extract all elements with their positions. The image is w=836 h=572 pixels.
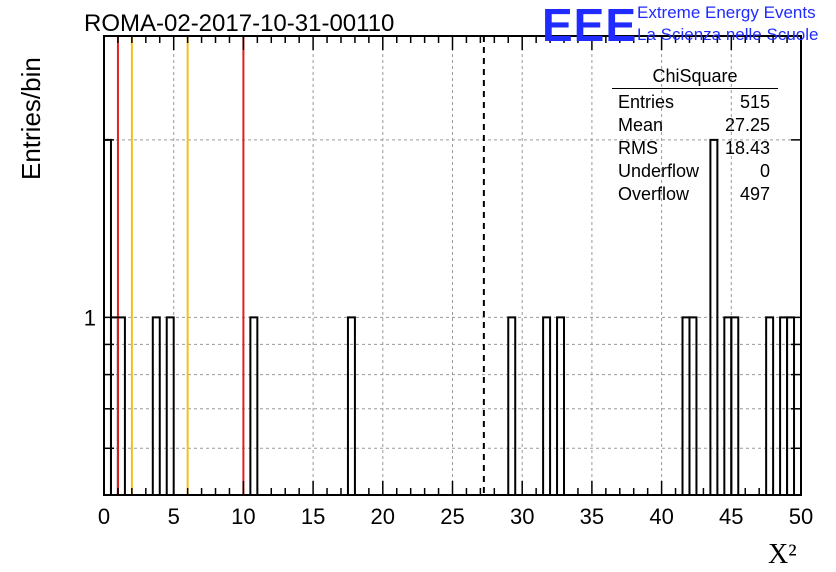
stats-row: Entries 515 [612, 91, 778, 114]
y-axis-label: Entries/bin [16, 57, 46, 180]
stats-value: 0 [759, 161, 770, 181]
stats-label: Underflow [618, 161, 700, 181]
stats-label: Overflow [618, 184, 690, 204]
stats-value: 497 [739, 184, 770, 204]
x-tick-label: 15 [301, 504, 325, 529]
histogram-bin [765, 316, 775, 495]
stats-label: RMS [618, 138, 658, 158]
x-tick-label: 25 [440, 504, 464, 529]
stats-value: 18.43 [724, 138, 770, 158]
stats-box: ChiSquare Entries 515 Mean 27.25 RMS 18.43 … [612, 66, 778, 206]
histogram-bin [542, 316, 552, 495]
histogram-bin [507, 316, 517, 495]
x-tick-label: 5 [168, 504, 180, 529]
stats-value: 515 [739, 92, 770, 112]
stats-label: Entries [618, 92, 675, 112]
stats-value: 27.25 [724, 115, 770, 135]
logo-line-2: La Scienza nelle Scuole [637, 25, 819, 44]
histogram-bin [346, 316, 356, 495]
histogram-bin [688, 316, 698, 495]
x-tick-label: 10 [231, 504, 255, 529]
stats-row: Overflow 497 [612, 183, 778, 206]
x-tick-label: 30 [510, 504, 534, 529]
histogram-bin [165, 316, 175, 495]
x-tick-label: 20 [371, 504, 395, 529]
axis-ticks: 0 5 10 15 20 25 30 35 40 45 50 1 [84, 35, 813, 529]
stats-row: Mean 27.25 [612, 114, 778, 137]
y-tick-label: 1 [84, 305, 96, 330]
x-tick-label: 40 [649, 504, 673, 529]
stats-label: Mean [618, 115, 664, 135]
reference-lines [116, 36, 485, 495]
histogram-bin [709, 138, 719, 495]
eee-logo-mark: EEE [542, 0, 638, 51]
histogram-bin [730, 316, 740, 495]
histogram-bin [556, 316, 566, 495]
stats-row: RMS 18.43 [612, 137, 778, 160]
histogram-bin [151, 316, 161, 495]
stats-title: ChiSquare [612, 66, 778, 89]
x-tick-label: 50 [789, 504, 813, 529]
x-tick-label: 0 [98, 504, 110, 529]
histogram-bin [249, 316, 259, 495]
grid-layer [104, 36, 801, 495]
stats-row: Underflow 0 [612, 160, 778, 183]
x-tick-label: 45 [719, 504, 743, 529]
eee-logo-text: Extreme Energy Events La Scienza nelle S… [637, 2, 818, 46]
x-axis-label: X² [768, 539, 797, 570]
x-tick-label: 35 [580, 504, 604, 529]
plot-title: ROMA-02-2017-10-31-00110 [84, 10, 395, 37]
logo-line-1: Extreme Energy Events [637, 3, 816, 22]
